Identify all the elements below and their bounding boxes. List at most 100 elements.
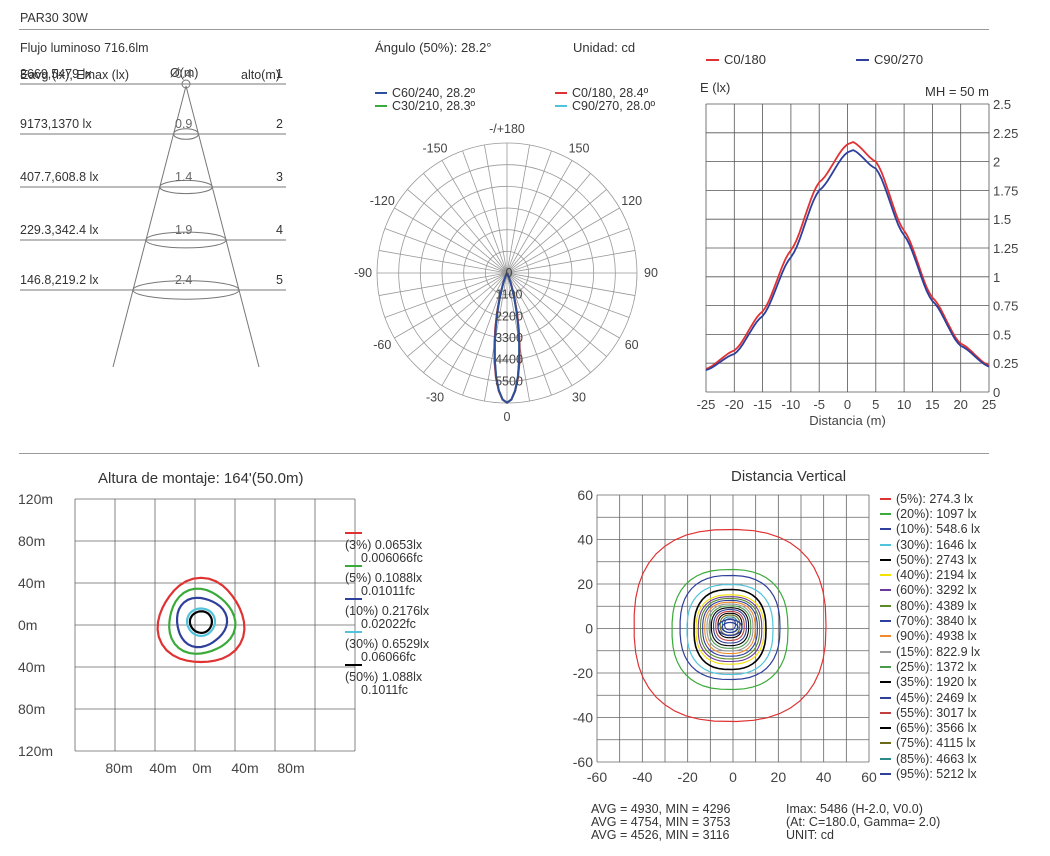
vertical-isolux-plot: -60 -40 -20 0 20 40 60 60 40 20 0 -20 -40 -60 bbox=[573, 487, 877, 785]
vert-x-tick: -20 bbox=[678, 769, 698, 785]
cone-diameter-value: 1.9 bbox=[175, 223, 193, 237]
polar-spoke bbox=[506, 189, 607, 274]
cone-height-value: 2 bbox=[276, 117, 283, 131]
mount-y-tick: 0m bbox=[18, 617, 37, 633]
vert-legend-item: (30%): 1646 lx bbox=[880, 537, 980, 552]
polar-spoke bbox=[423, 173, 508, 274]
polar-spoke bbox=[462, 150, 508, 274]
cone-lux-value: 3669,5479 lx bbox=[20, 67, 92, 81]
mount-contour bbox=[176, 596, 229, 649]
vert-contour bbox=[715, 610, 745, 641]
line-legend-label: C0/180 bbox=[724, 52, 766, 67]
polar-spoke bbox=[506, 272, 620, 339]
vertical-legend: (5%): 274.3 lx (20%): 1097 lx (10%): 548.6… bbox=[880, 491, 980, 782]
polar-angle-label: 30 bbox=[572, 391, 586, 405]
cone-col-eavg: Eavg (lx), Emax (lx) bbox=[20, 68, 130, 82]
vert-legend-item: (15%): 822.9 lx bbox=[880, 644, 980, 659]
page-title: PAR30 30W bbox=[20, 11, 88, 25]
polar-angle-label: -30 bbox=[426, 391, 444, 405]
polar-legend-swatch bbox=[375, 92, 387, 94]
mount-legend-lux: (5%) 0.1088lx bbox=[345, 571, 423, 585]
vert-contour bbox=[713, 609, 747, 644]
vert-contour bbox=[671, 568, 789, 691]
vert-legend-label: (25%): 1372 lx bbox=[896, 659, 977, 674]
line-x-tick: 15 bbox=[925, 397, 939, 412]
cone-col-height: alto(m) bbox=[241, 68, 280, 82]
polar-spoke bbox=[384, 228, 508, 274]
polar-angle-label: 0 bbox=[504, 410, 511, 424]
stat-line: AVG = 4526, MIN = 3116 bbox=[591, 828, 730, 842]
polar-legend-item: C30/210, 28.3º bbox=[375, 99, 475, 113]
polar-spoke bbox=[506, 173, 591, 274]
polar-spoke bbox=[506, 150, 552, 274]
line-y-tick: 2.5 bbox=[993, 97, 1011, 112]
mount-legend-swatch bbox=[345, 532, 362, 534]
vert-legend-label: (45%): 2469 lx bbox=[896, 690, 977, 705]
polar-spoke bbox=[394, 272, 508, 339]
mount-x-tick: 80m bbox=[105, 760, 132, 776]
polar-spoke bbox=[506, 272, 636, 296]
line-x-tick: 0 bbox=[844, 397, 851, 412]
cone-diameter-value: 2.4 bbox=[175, 273, 193, 287]
vert-y-tick: -20 bbox=[573, 665, 593, 681]
vert-contour bbox=[704, 601, 756, 655]
mount-x-tick: 40m bbox=[149, 760, 176, 776]
line-y-tick: 1 bbox=[993, 270, 1000, 285]
polar-radial-label: 4400 bbox=[495, 353, 523, 367]
vert-legend-swatch bbox=[880, 665, 891, 668]
line-legend-swatch bbox=[706, 58, 719, 61]
mount-legend-swatch bbox=[345, 565, 362, 567]
vert-legend-item: (20%): 1097 lx bbox=[880, 506, 980, 521]
stats-block: AVG = 4930, MIN = 4296 AVG = 4754, MIN =… bbox=[591, 802, 730, 842]
polar-legend-label: C0/180, 28.4º bbox=[572, 86, 649, 100]
polar-spoke bbox=[506, 272, 591, 373]
vert-legend-item: (55%): 3017 lx bbox=[880, 705, 980, 720]
vert-y-tick: 40 bbox=[577, 532, 593, 548]
line-x-tick: 5 bbox=[872, 397, 879, 412]
line-y-tick: 1.5 bbox=[993, 212, 1011, 227]
vert-legend-swatch bbox=[880, 528, 891, 531]
polar-legend-item: C0/180, 28.4º bbox=[555, 86, 648, 100]
vert-legend-swatch bbox=[880, 558, 891, 561]
line-x-tick: -20 bbox=[725, 397, 744, 412]
vert-legend-item: (5%): 274.3 lx bbox=[880, 491, 980, 506]
vert-legend-swatch bbox=[880, 742, 891, 745]
vert-legend-label: (95%): 5212 lx bbox=[896, 766, 977, 781]
mount-contour bbox=[168, 587, 237, 655]
vert-legend-label: (65%): 3566 lx bbox=[896, 721, 977, 736]
vert-legend-swatch bbox=[880, 650, 891, 653]
vert-legend-item: (60%): 3292 lx bbox=[880, 583, 980, 598]
vert-x-tick: -60 bbox=[587, 769, 607, 785]
vert-contour bbox=[702, 599, 758, 657]
mounting-legend: (3%) 0.0653lx 0.006066fc (5%) 0.1088lx 0.01… bbox=[345, 532, 429, 697]
mount-legend-fc: 0.06066fc bbox=[361, 650, 416, 664]
polar-radial-label: 1100 bbox=[496, 288, 523, 302]
vert-legend-item: (25%): 1372 lx bbox=[880, 659, 980, 674]
polar-spoke bbox=[384, 272, 508, 318]
vert-x-tick: 0 bbox=[729, 769, 737, 785]
vert-legend-swatch bbox=[880, 620, 891, 623]
mount-x-tick: 0m bbox=[192, 760, 211, 776]
vert-legend-item: (45%): 2469 lx bbox=[880, 690, 980, 705]
vert-legend-label: (30%): 1646 lx bbox=[896, 537, 977, 552]
mount-legend-lux: (30%) 0.6529lx bbox=[345, 637, 430, 651]
mount-x-tick: 80m bbox=[277, 760, 304, 776]
polar-angle-label: -150 bbox=[422, 141, 447, 155]
polar-spoke bbox=[506, 207, 620, 274]
vert-legend-label: (40%): 2194 lx bbox=[896, 568, 977, 583]
imax-line: Imax: 5486 (H-2.0, V0.0) bbox=[786, 802, 923, 816]
polar-spoke bbox=[378, 272, 508, 296]
mount-legend-lux: (10%) 0.2176lx bbox=[345, 604, 430, 618]
polar-spoke bbox=[484, 144, 508, 274]
mount-contour bbox=[185, 607, 217, 638]
polar-spoke bbox=[423, 272, 508, 373]
line-y-tick: 1.75 bbox=[993, 183, 1018, 198]
vert-legend-label: (35%): 1920 lx bbox=[896, 675, 977, 690]
polar-spoke bbox=[506, 160, 573, 274]
polar-plot: -/+180 -150 150 -120 120 -90 90 -60 60 -30 30 0 0 110… bbox=[354, 122, 658, 424]
vert-legend-swatch bbox=[880, 497, 891, 500]
cone-height-value: 4 bbox=[276, 223, 283, 237]
polar-spoke bbox=[407, 272, 508, 357]
cone-height-value: 1 bbox=[276, 67, 283, 81]
polar-beam-curve bbox=[493, 272, 521, 404]
